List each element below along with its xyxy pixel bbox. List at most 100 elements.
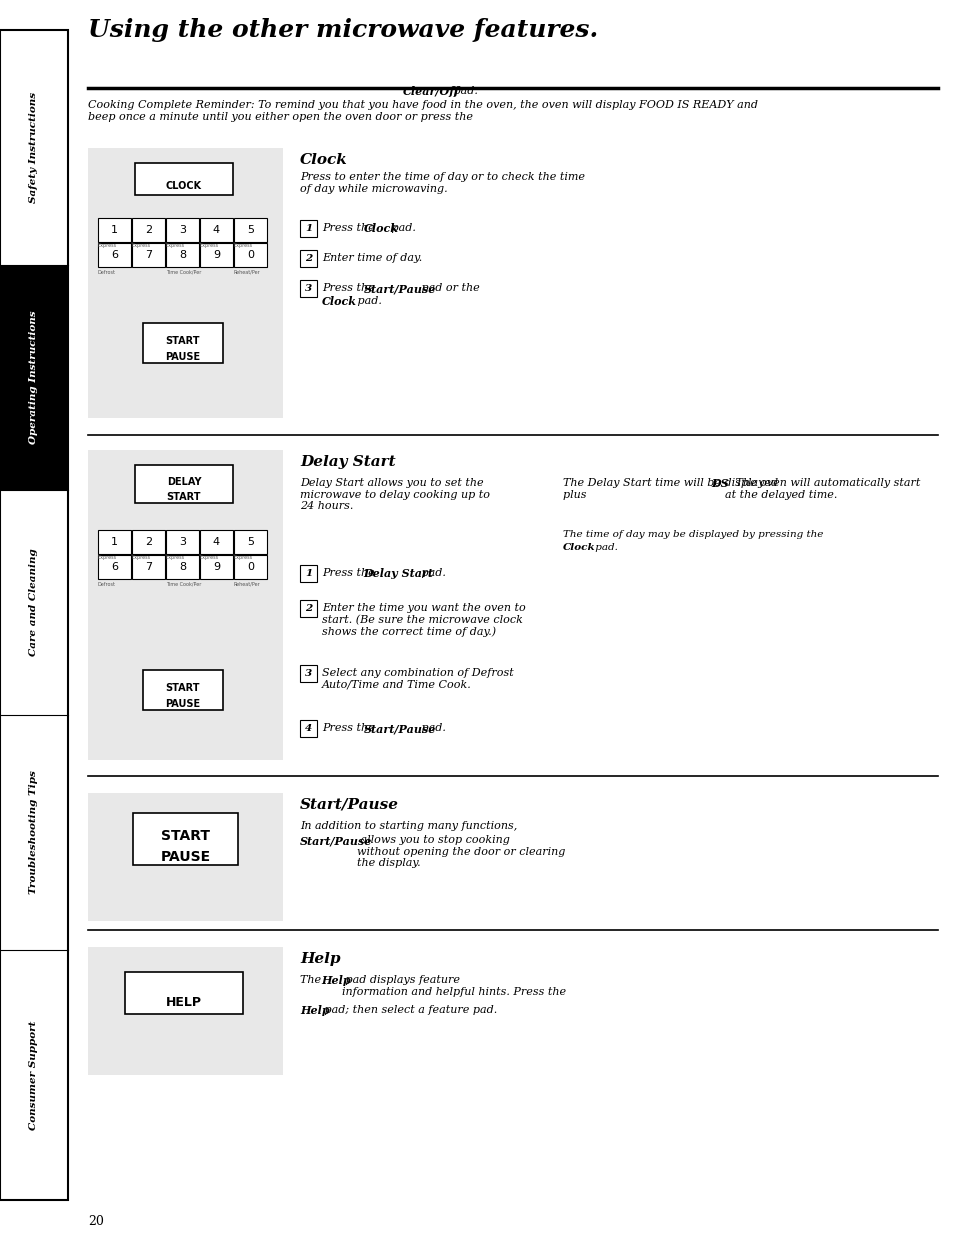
Text: 5: 5 — [247, 225, 253, 235]
Text: HELP: HELP — [166, 997, 202, 1009]
Text: 7: 7 — [145, 562, 152, 572]
Bar — [98, 555, 131, 579]
Text: Defrost: Defrost — [98, 270, 116, 275]
Text: Clear/Off: Clear/Off — [402, 86, 459, 98]
Text: Delay Start: Delay Start — [299, 454, 395, 469]
Bar — [200, 555, 233, 579]
Text: Operating Instructions: Operating Instructions — [30, 311, 38, 445]
Text: 2: 2 — [145, 537, 152, 547]
Bar — [0, 715, 68, 950]
Text: Consumer Support: Consumer Support — [30, 1020, 38, 1130]
Bar — [0, 490, 68, 715]
Bar — [143, 671, 223, 710]
Bar — [135, 466, 233, 503]
Text: START: START — [166, 683, 200, 693]
Text: START: START — [161, 829, 210, 842]
Bar — [299, 600, 316, 618]
Text: 3: 3 — [179, 537, 186, 547]
Text: START: START — [167, 492, 201, 501]
Text: Press the: Press the — [322, 224, 377, 233]
Text: allows you to stop cooking
without opening the door or clearing
the display.: allows you to stop cooking without openi… — [356, 835, 565, 868]
Text: Help: Help — [320, 974, 351, 986]
Bar — [98, 243, 131, 267]
Bar — [299, 720, 316, 737]
Text: 1: 1 — [305, 224, 312, 233]
Text: 4: 4 — [213, 537, 220, 547]
Bar — [132, 219, 165, 242]
Text: 2: 2 — [305, 604, 312, 613]
Bar — [132, 555, 165, 579]
Text: Reheat/Per: Reheat/Per — [233, 270, 260, 275]
Bar — [200, 243, 233, 267]
Bar — [88, 148, 283, 417]
Bar — [88, 947, 283, 1074]
Text: Start/Pause: Start/Pause — [363, 283, 436, 294]
Text: 9: 9 — [213, 249, 220, 261]
Bar — [166, 219, 199, 242]
Text: The: The — [299, 974, 324, 986]
Text: Time Cook/Per: Time Cook/Per — [166, 582, 201, 587]
Text: pad displays feature
information and helpful hints. Press the: pad displays feature information and hel… — [341, 974, 565, 997]
Text: Cooking Complete Reminder: To remind you that you have food in the oven, the ove: Cooking Complete Reminder: To remind you… — [88, 100, 758, 121]
Text: Express: Express — [166, 555, 185, 559]
Text: The Delay Start time will be displayed
plus: The Delay Start time will be displayed p… — [562, 478, 778, 500]
Text: Time Cook/Per: Time Cook/Per — [166, 270, 201, 275]
Text: Delay Start: Delay Start — [363, 568, 433, 579]
Text: pad.: pad. — [418, 568, 446, 578]
Bar — [0, 266, 68, 490]
Bar — [132, 813, 237, 864]
Text: Press to enter the time of day or to check the time
of day while microwaving.: Press to enter the time of day or to che… — [299, 172, 584, 194]
Text: Clock: Clock — [322, 296, 356, 308]
Bar — [299, 280, 316, 296]
Bar — [98, 530, 131, 555]
Text: 6: 6 — [111, 249, 118, 261]
Text: Troubleshooting Tips: Troubleshooting Tips — [30, 771, 38, 894]
Text: pad.: pad. — [388, 224, 416, 233]
Bar — [0, 30, 68, 266]
Bar — [88, 793, 283, 921]
Text: CLOCK: CLOCK — [166, 182, 202, 191]
Text: Reheat/Per: Reheat/Per — [233, 582, 260, 587]
Text: Safety Instructions: Safety Instructions — [30, 91, 38, 203]
Text: Help: Help — [299, 952, 340, 966]
Text: Start/Pause: Start/Pause — [299, 835, 372, 846]
Text: pad.: pad. — [418, 722, 446, 734]
Bar — [125, 972, 243, 1014]
Text: Clock: Clock — [562, 543, 595, 552]
Bar — [0, 950, 68, 1200]
Text: The time of day may be displayed by pressing the: The time of day may be displayed by pres… — [562, 530, 822, 538]
Text: 8: 8 — [179, 249, 186, 261]
Text: PAUSE: PAUSE — [160, 850, 211, 863]
Text: 1: 1 — [111, 537, 118, 547]
Text: 6: 6 — [111, 562, 118, 572]
Text: Enter time of day.: Enter time of day. — [322, 253, 422, 263]
Text: PAUSE: PAUSE — [165, 352, 200, 362]
Text: Select any combination of Defrost
Auto/Time and Time Cook.: Select any combination of Defrost Auto/T… — [322, 668, 514, 689]
Text: Express: Express — [233, 243, 253, 248]
Text: Express: Express — [200, 555, 219, 559]
Bar — [166, 243, 199, 267]
Bar — [233, 555, 267, 579]
Bar — [132, 243, 165, 267]
Text: Express: Express — [132, 243, 151, 248]
Text: Start/Pause: Start/Pause — [363, 722, 436, 734]
Text: In addition to starting many functions,: In addition to starting many functions, — [299, 821, 517, 831]
Bar — [299, 564, 316, 582]
Bar — [98, 219, 131, 242]
Text: PAUSE: PAUSE — [165, 699, 200, 709]
Text: .  The oven will automatically start
at the delayed time.: . The oven will automatically start at t… — [724, 478, 920, 500]
Bar — [299, 664, 316, 682]
Text: Delay Start allows you to set the
microwave to delay cooking up to
24 hours.: Delay Start allows you to set the microw… — [299, 478, 490, 511]
Text: 1: 1 — [305, 569, 312, 578]
Text: Help: Help — [299, 1005, 330, 1016]
Bar — [0, 30, 68, 1200]
Text: 8: 8 — [179, 562, 186, 572]
Text: 3: 3 — [305, 284, 312, 293]
Text: pad or the: pad or the — [418, 283, 479, 293]
Text: Express: Express — [98, 243, 117, 248]
Text: 0: 0 — [247, 562, 253, 572]
Text: START: START — [166, 336, 200, 346]
Bar — [143, 324, 223, 363]
Text: 9: 9 — [213, 562, 220, 572]
Text: 4: 4 — [213, 225, 220, 235]
